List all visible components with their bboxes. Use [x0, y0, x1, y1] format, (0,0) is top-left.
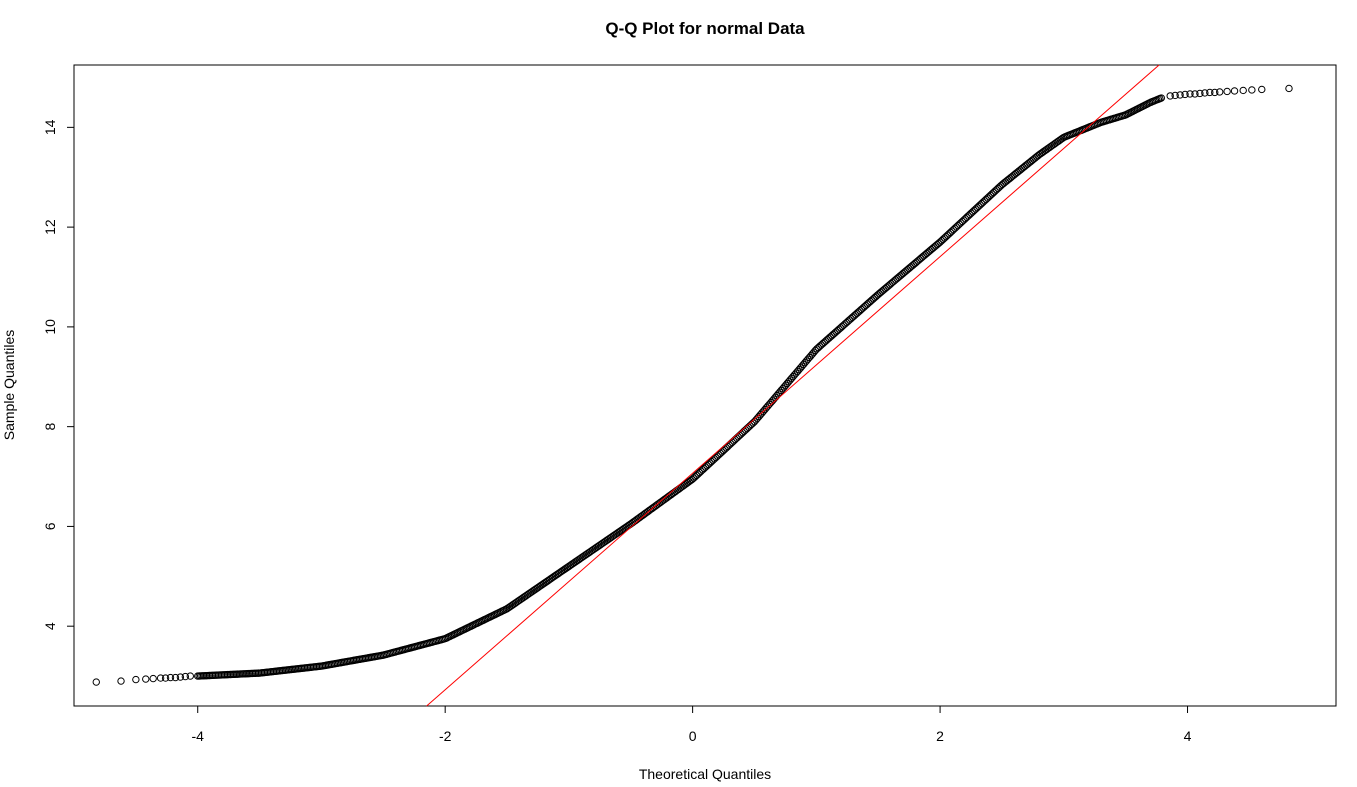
sample-point — [181, 672, 190, 681]
sample-point — [1206, 88, 1214, 97]
sample-point — [1239, 86, 1247, 95]
sample-point — [117, 677, 125, 685]
sample-point — [1211, 88, 1219, 97]
y-tick-label: 8 — [42, 423, 58, 431]
sample-point — [142, 675, 150, 683]
x-axis-label: Theoretical Quantiles — [639, 766, 771, 782]
sample-point — [1248, 86, 1256, 94]
sample-point — [1196, 89, 1204, 98]
sample-point — [1166, 92, 1174, 100]
chart-title: Q-Q Plot for normal Data — [605, 19, 805, 38]
sample-point — [186, 672, 195, 680]
y-tick-label: 14 — [42, 119, 58, 135]
sample-point — [1201, 89, 1209, 97]
sample-point — [1171, 91, 1179, 100]
sample-point — [171, 673, 180, 682]
y-axis-label: Sample Quantiles — [1, 330, 17, 441]
sample-point — [156, 674, 165, 682]
sample-point — [1258, 85, 1266, 94]
x-tick-label: -4 — [191, 728, 204, 744]
y-tick-label: 10 — [42, 319, 58, 335]
sample-point — [132, 675, 140, 684]
x-tick-label: 0 — [689, 728, 697, 744]
sample-point — [161, 674, 170, 682]
axis-ticks: -4 -2 0 2 4 4 6 8 10 12 14 — [42, 119, 1192, 744]
sample-point — [1285, 84, 1293, 93]
sample-point — [1215, 88, 1224, 96]
plot-frame — [73, 64, 1337, 707]
sample-points — [92, 84, 1293, 686]
y-tick-label: 6 — [42, 522, 58, 530]
x-tick-label: -2 — [439, 728, 452, 744]
sample-point — [1223, 87, 1231, 96]
sample-point — [149, 674, 157, 683]
sample-point — [1176, 91, 1184, 99]
sample-point — [1186, 90, 1194, 98]
x-tick-label: 2 — [936, 728, 944, 744]
sample-point — [92, 678, 100, 686]
reference-line — [426, 64, 1160, 707]
y-tick-label: 12 — [42, 219, 58, 235]
sample-point — [166, 673, 175, 682]
sample-point — [176, 673, 185, 681]
sample-point — [1181, 90, 1189, 99]
sample-point — [1230, 87, 1239, 95]
y-tick-label: 4 — [42, 622, 58, 630]
sample-point — [1157, 94, 1165, 102]
sample-point — [1191, 90, 1199, 98]
x-tick-label: 4 — [1184, 728, 1192, 744]
